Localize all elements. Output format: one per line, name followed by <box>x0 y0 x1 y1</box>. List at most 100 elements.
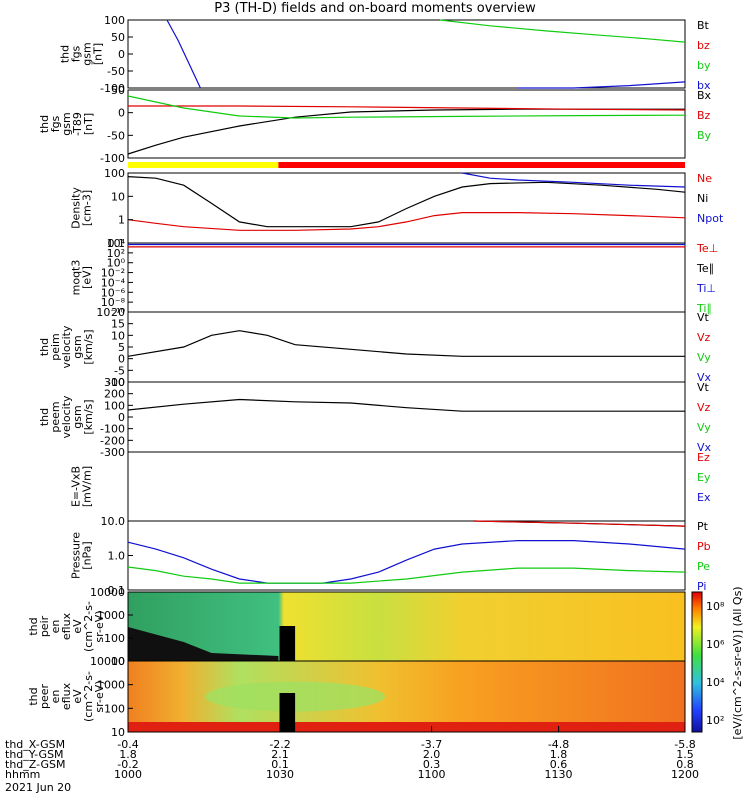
y-axis-label: en <box>49 690 62 704</box>
series-By <box>127 95 686 119</box>
y-axis-label: E=-VxB <box>70 466 83 507</box>
y-axis-label: moqt3 <box>70 260 83 296</box>
y-axis-label: (cm^2-s- <box>82 671 95 722</box>
ephem-value: -5.8 <box>674 738 695 751</box>
colorbar: 10⁸ 10⁶ 10⁴ 10² [eV/(cm^2-s-sr-eV)] (All Qs) <box>691 586 744 740</box>
y-axis-label: thd <box>27 617 40 635</box>
panel-density: 100 10 1 0.1 Density[cm-3] Ne Ni Npot <box>70 167 724 250</box>
series-Vt <box>127 398 685 412</box>
legend-Ne: Ne <box>697 172 712 185</box>
y-tick-label: 10⁻¹⁰ <box>96 306 125 319</box>
y-tick-label: 1.0 <box>108 550 126 563</box>
panel-frame <box>127 89 686 159</box>
series-bx <box>166 19 201 89</box>
y-tick-label: 100 <box>104 14 125 27</box>
y-axis-label: en <box>49 620 62 634</box>
ephem-value: -4.8 <box>548 738 569 751</box>
legend-Ex: Ex <box>697 491 711 504</box>
spectrogram-image <box>128 592 685 661</box>
legend-Vx: Vx <box>697 371 712 384</box>
y-tick-label: 10 <box>111 655 125 668</box>
y-axis-label: eV <box>71 619 84 634</box>
y-tick-label: 0.1 <box>108 237 126 250</box>
y-axis-label: peir <box>38 615 51 637</box>
y-axis-label: eflux <box>60 612 73 640</box>
colorbar-tick: 10⁴ <box>706 676 725 689</box>
y-axis-label: [cm-3] <box>81 190 94 226</box>
legend-Bx: Bx <box>697 89 712 102</box>
panels-layer: 100500-50-100thdfgsgsm[nT]Btbzbybx500-50… <box>27 14 724 739</box>
y-tick-label: 10000 <box>90 586 125 599</box>
y-axis-label: sr-eV) <box>93 610 106 642</box>
legend-Vy: Vy <box>697 351 711 364</box>
y-tick-label: 10⁰ <box>107 257 126 270</box>
panel-e_field: E=-VxB[mV/m] Ez Ey Ex <box>70 451 711 522</box>
ephemeris-table: thd_X-GSM -0.4 -2.2 -3.7 -4.8 -5.8 thd_Y-GSM 1.… <box>5 738 699 794</box>
mode-segment <box>278 162 685 168</box>
y-axis-label: thd <box>38 115 51 133</box>
ephem-value: 1130 <box>545 768 573 781</box>
y-axis-label: fgs <box>49 115 62 132</box>
y-axis-label: gsm <box>60 112 73 135</box>
legend-Vx: Vx <box>697 441 712 454</box>
legend-Ti∥: Ti∥ <box>696 302 712 315</box>
ephem-value: -3.7 <box>421 738 442 751</box>
legend-Vy: Vy <box>697 421 711 434</box>
y-axis-label: -T89 <box>71 112 84 136</box>
panel-mode_bar <box>128 162 685 168</box>
y-tick-label: 0 <box>118 107 125 120</box>
legend-Vz: Vz <box>697 331 711 344</box>
y-tick-label: 100 <box>104 399 125 412</box>
y-tick-label: 0 <box>118 411 125 424</box>
y-axis-label: [nT] <box>82 113 95 135</box>
y-axis-label: velocity <box>60 325 73 368</box>
ephem-value: 2.1 <box>271 748 289 761</box>
series-Pe <box>127 566 686 584</box>
panel-peer_spec: 10000 1000 100 10 thdpeerenefluxeV(cm^2-s-sr… <box>27 655 686 739</box>
series-Vt <box>127 330 685 357</box>
y-tick-label: 10⁻⁶ <box>101 286 126 299</box>
y-axis-label: peem <box>49 401 62 432</box>
y-tick-label: 50 <box>111 84 125 97</box>
y-axis-label: velocity <box>60 395 73 438</box>
y-axis-label: Pressure <box>70 532 83 579</box>
panel-frame <box>127 660 686 733</box>
y-tick-label: 0.1 <box>108 584 126 597</box>
y-axis-label: thd <box>59 45 72 63</box>
ephem-value: 0.1 <box>271 758 289 771</box>
ephem-date: 2021 Jun 20 <box>5 781 71 794</box>
y-tick-label: 100 <box>104 702 125 715</box>
y-axis-label: peim <box>49 333 62 361</box>
series-Ni <box>127 176 686 228</box>
y-tick-label: -100 <box>100 423 125 436</box>
y-axis-label: eV <box>71 689 84 704</box>
y-tick-label: 10 <box>111 726 125 739</box>
ephem-value: 1.5 <box>676 748 694 761</box>
legend-Bt: Bt <box>697 19 710 32</box>
ephem-value: 2.0 <box>423 748 441 761</box>
y-tick-label: 0 <box>118 353 125 366</box>
y-tick-label: 10⁻² <box>101 267 125 280</box>
y-tick-label: 20 <box>111 306 125 319</box>
y-axis-label: Density <box>70 187 83 229</box>
ephem-value: 1100 <box>418 768 446 781</box>
ephem-row-label: hhmm <box>5 768 40 781</box>
y-tick-label: 300 <box>104 376 125 389</box>
colorbar-tick: 10² <box>706 714 724 727</box>
series-Ne <box>127 212 686 231</box>
panel-frame <box>127 242 686 313</box>
series-bx-late <box>517 81 686 89</box>
spectrogram-gap <box>279 693 296 732</box>
y-axis-label: [eV] <box>81 266 94 289</box>
ephem-value: 0.6 <box>550 758 568 771</box>
ephem-value: -0.4 <box>117 738 138 751</box>
y-tick-label: 1000 <box>97 609 125 622</box>
legend-Ti⊥: Ti⊥ <box>696 282 716 295</box>
y-axis-label: (cm^2-s- <box>82 601 95 652</box>
y-tick-label: 10 <box>111 190 125 203</box>
y-tick-label: -200 <box>100 434 125 447</box>
colorbar-tick: 10⁸ <box>706 600 725 613</box>
